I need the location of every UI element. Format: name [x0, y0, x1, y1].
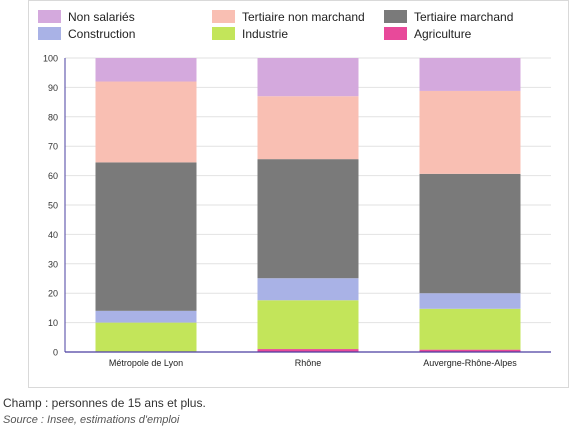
legend-label-non-salaries: Non salariés — [68, 10, 135, 24]
bar-segment-metropole-de-lyon-tertiaire-non-marchand — [96, 82, 197, 163]
legend-label-construction: Construction — [68, 27, 135, 41]
stacked-bar-chart: Non salariés Tertiaire non marchand Tertia… — [29, 1, 570, 389]
bar-segment-metropole-de-lyon-non-salaries — [96, 58, 197, 82]
legend-label-agriculture: Agriculture — [414, 27, 472, 41]
y-tick-label-10: 10 — [48, 318, 58, 328]
bar-segment-metropole-de-lyon-industrie — [96, 323, 197, 352]
legend-swatch-agriculture — [384, 27, 407, 40]
y-tick-label-20: 20 — [48, 289, 58, 299]
bar-segment-rhone-industrie — [258, 300, 359, 349]
x-tick-label-metropole-de-lyon: Métropole de Lyon — [109, 358, 183, 368]
bar-segment-rhone-tertiaire-non-marchand — [258, 96, 359, 159]
bar-segment-metropole-de-lyon-tertiaire-marchand — [96, 162, 197, 310]
y-tick-label-60: 60 — [48, 171, 58, 181]
y-tick-label-90: 90 — [48, 83, 58, 93]
legend-swatch-tertiaire-non-marchand — [212, 10, 235, 23]
bar-segment-rhone-construction — [258, 278, 359, 300]
bar-segment-rhone-tertiaire-marchand — [258, 159, 359, 278]
legend-swatch-industrie — [212, 27, 235, 40]
bar-segment-auvergne-rhone-alpes-tertiaire-marchand — [420, 174, 521, 293]
y-tick-label-30: 30 — [48, 259, 58, 269]
x-tick-label-rhone: Rhône — [295, 358, 322, 368]
legend-swatch-non-salaries — [38, 10, 61, 23]
legend-label-tertiaire-marchand: Tertiaire marchand — [414, 10, 513, 24]
source-note: Source : Insee, estimations d'emploi — [3, 414, 179, 426]
x-tick-label-auvergne-rhone-alpes: Auvergne-Rhône-Alpes — [423, 358, 517, 368]
legend-swatch-construction — [38, 27, 61, 40]
y-tick-label-80: 80 — [48, 112, 58, 122]
y-tick-label-100: 100 — [43, 54, 58, 64]
y-tick-label-0: 0 — [53, 348, 58, 358]
bar-segment-metropole-de-lyon-construction — [96, 311, 197, 323]
bar-segment-auvergne-rhone-alpes-tertiaire-non-marchand — [420, 91, 521, 174]
bar-segment-auvergne-rhone-alpes-construction — [420, 293, 521, 309]
legend-label-tertiaire-non-marchand: Tertiaire non marchand — [242, 10, 365, 24]
legend-label-industrie: Industrie — [242, 27, 288, 41]
y-tick-label-50: 50 — [48, 201, 58, 211]
legend-swatch-tertiaire-marchand — [384, 10, 407, 23]
scope-note: Champ : personnes de 15 ans et plus. — [3, 396, 206, 410]
y-tick-label-70: 70 — [48, 142, 58, 152]
y-tick-label-40: 40 — [48, 230, 58, 240]
chart-frame: Non salariés Tertiaire non marchand Tertia… — [28, 0, 569, 388]
bar-segment-auvergne-rhone-alpes-non-salaries — [420, 58, 521, 91]
bar-segment-rhone-non-salaries — [258, 58, 359, 96]
bar-segment-auvergne-rhone-alpes-industrie — [420, 309, 521, 350]
